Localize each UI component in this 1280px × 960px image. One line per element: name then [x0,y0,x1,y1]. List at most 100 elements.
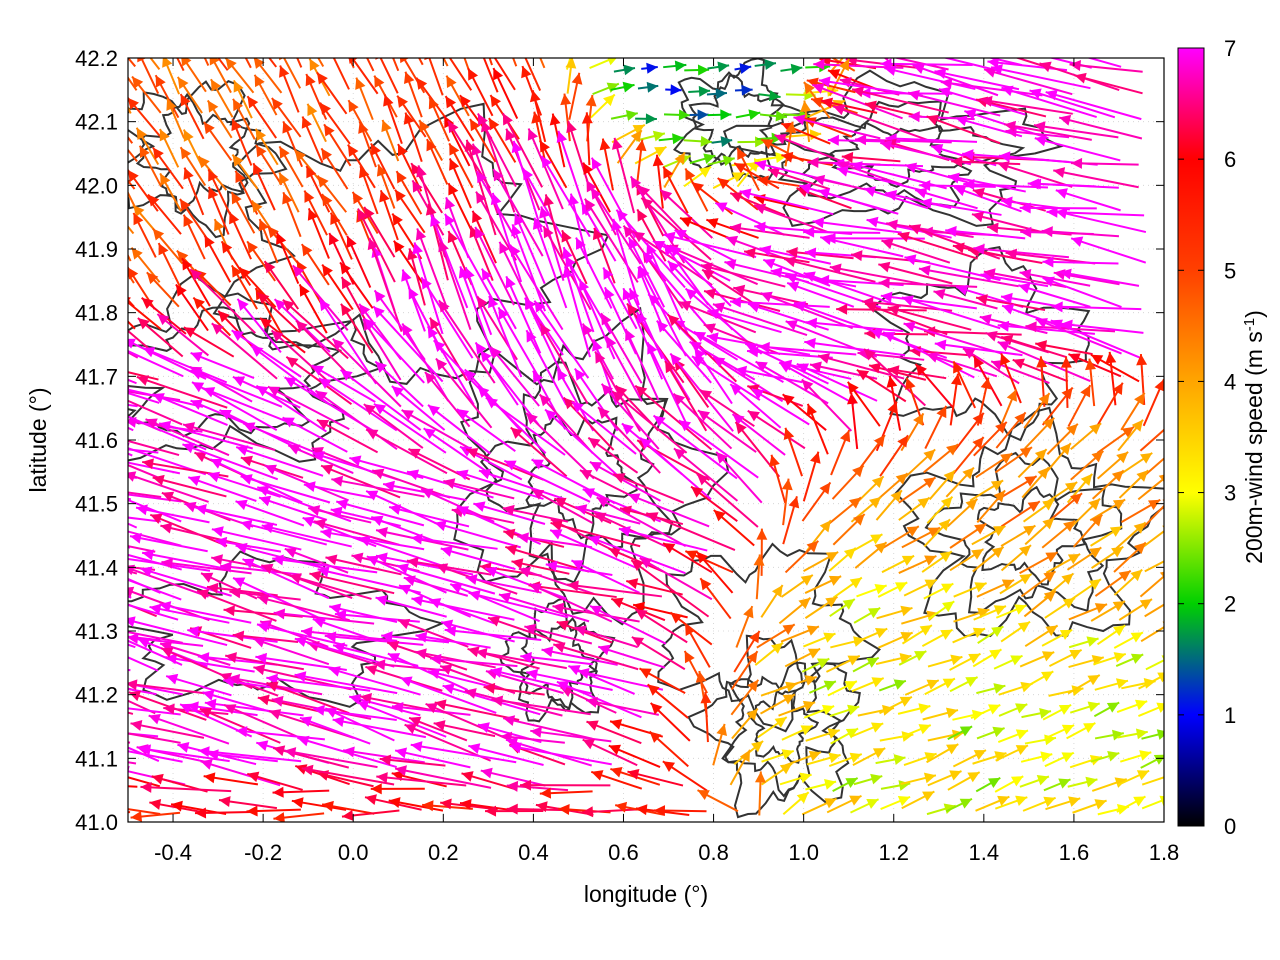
wind-arrow-shaft [1137,477,1164,501]
wind-arrow [648,730,689,768]
wind-arrow-head [387,640,400,652]
wind-arrow-head [716,723,728,737]
wind-arrow-head [946,444,959,456]
wind-arrow-head [183,167,194,180]
wind-arrow [646,242,689,335]
wind-arrow-head [435,563,449,574]
wind-arrow-shaft [1144,457,1164,476]
wind-arrow-shaft [365,490,444,528]
wind-arrow [492,67,519,119]
wind-arrow-head [763,258,776,269]
wind-arrow [632,230,713,286]
wind-arrow-shaft [525,329,568,406]
wind-arrow [1141,729,1164,740]
wind-arrow [552,642,639,671]
wind-arrow [926,496,954,524]
wind-arrow [539,58,546,69]
wind-arrow-shaft [332,644,419,667]
wind-arrow-head [322,800,334,812]
wind-arrow [975,294,1046,312]
wind-arrow-head [713,509,726,522]
wind-arrow [903,752,937,767]
wind-arrow-head [255,652,268,664]
wind-arrow-head [1071,236,1084,247]
wind-arrow [161,557,252,575]
wind-arrow-head [553,642,566,653]
wind-arrow [778,597,812,625]
wind-arrow [252,637,330,666]
wind-arrow [223,704,300,739]
wind-arrow-head [143,347,156,358]
wind-arrow [475,191,517,261]
wind-arrow-head [302,516,315,527]
wind-arrow-head [415,228,427,241]
wind-arrow-head [152,228,165,241]
wind-arrow-shaft [778,361,855,405]
wind-arrow-shaft [897,232,978,260]
wind-arrow-head [645,113,657,125]
wind-arrow-head [697,410,711,422]
wind-arrow-shaft [693,330,784,383]
wind-arrow-head [983,268,996,280]
wind-arrow [415,631,491,649]
wind-arrow-head [539,787,552,799]
wind-arrow-shaft [901,296,1001,330]
wind-arrow [918,265,1019,288]
wind-arrow [803,271,902,308]
wind-arrow [995,744,1029,762]
wind-arrow [801,378,853,432]
wind-arrow-head [199,707,213,719]
wind-arrow [613,64,636,76]
wind-arrow [196,589,277,622]
wind-arrow-head [744,247,756,259]
wind-arrow-shaft [912,64,999,97]
wind-arrow-shaft [1042,260,1119,265]
wind-arrow-shaft [926,115,1001,145]
wind-arrow [753,203,829,234]
wind-arrow [1067,776,1098,788]
wind-arrow [757,716,788,739]
wind-arrow-head [621,423,634,435]
wind-arrow-shaft [1041,229,1120,238]
wind-arrow-head [223,605,235,617]
wind-arrow-head [152,474,165,486]
wind-arrow [426,138,449,185]
wind-arrow-head [756,528,768,540]
wind-arrow [568,193,590,264]
wind-arrow [340,303,374,354]
wind-arrow-shaft [526,671,613,691]
wind-arrow-head [402,323,413,336]
wind-arrow-head [477,386,490,398]
wind-arrow-head [599,138,611,151]
wind-arrow-head [924,555,937,566]
wind-arrow-head [729,296,742,308]
wind-arrow [128,516,161,523]
wind-arrow-shaft [836,167,927,193]
wind-arrow-shaft [517,535,593,549]
wind-arrow-shaft [933,290,998,310]
wind-arrow-head [625,328,636,342]
wind-arrow-head [141,297,154,310]
wind-arrow [817,353,905,380]
wind-arrow-head [557,368,568,382]
wind-arrow-head [284,377,297,388]
wind-arrow-head [421,277,432,290]
x-tick-label: 0.8 [698,840,729,865]
wind-arrow [715,451,763,504]
wind-arrow-shaft [1035,318,1122,355]
wind-arrow-head [305,73,316,87]
wind-arrow-head [146,272,159,285]
wind-arrow-head [465,574,478,585]
wind-arrow-shaft [161,560,252,575]
wind-arrow [313,518,400,546]
wind-arrow-head [358,121,369,134]
wind-arrow [782,393,827,431]
wind-arrow [228,211,252,260]
wind-arrow [611,137,636,214]
wind-arrow-head [322,264,333,277]
wind-arrow [663,109,691,121]
wind-arrow-head [820,234,833,246]
wind-arrow-head [847,704,860,716]
wind-arrow-head [255,144,267,158]
wind-arrow-shaft [128,371,159,381]
